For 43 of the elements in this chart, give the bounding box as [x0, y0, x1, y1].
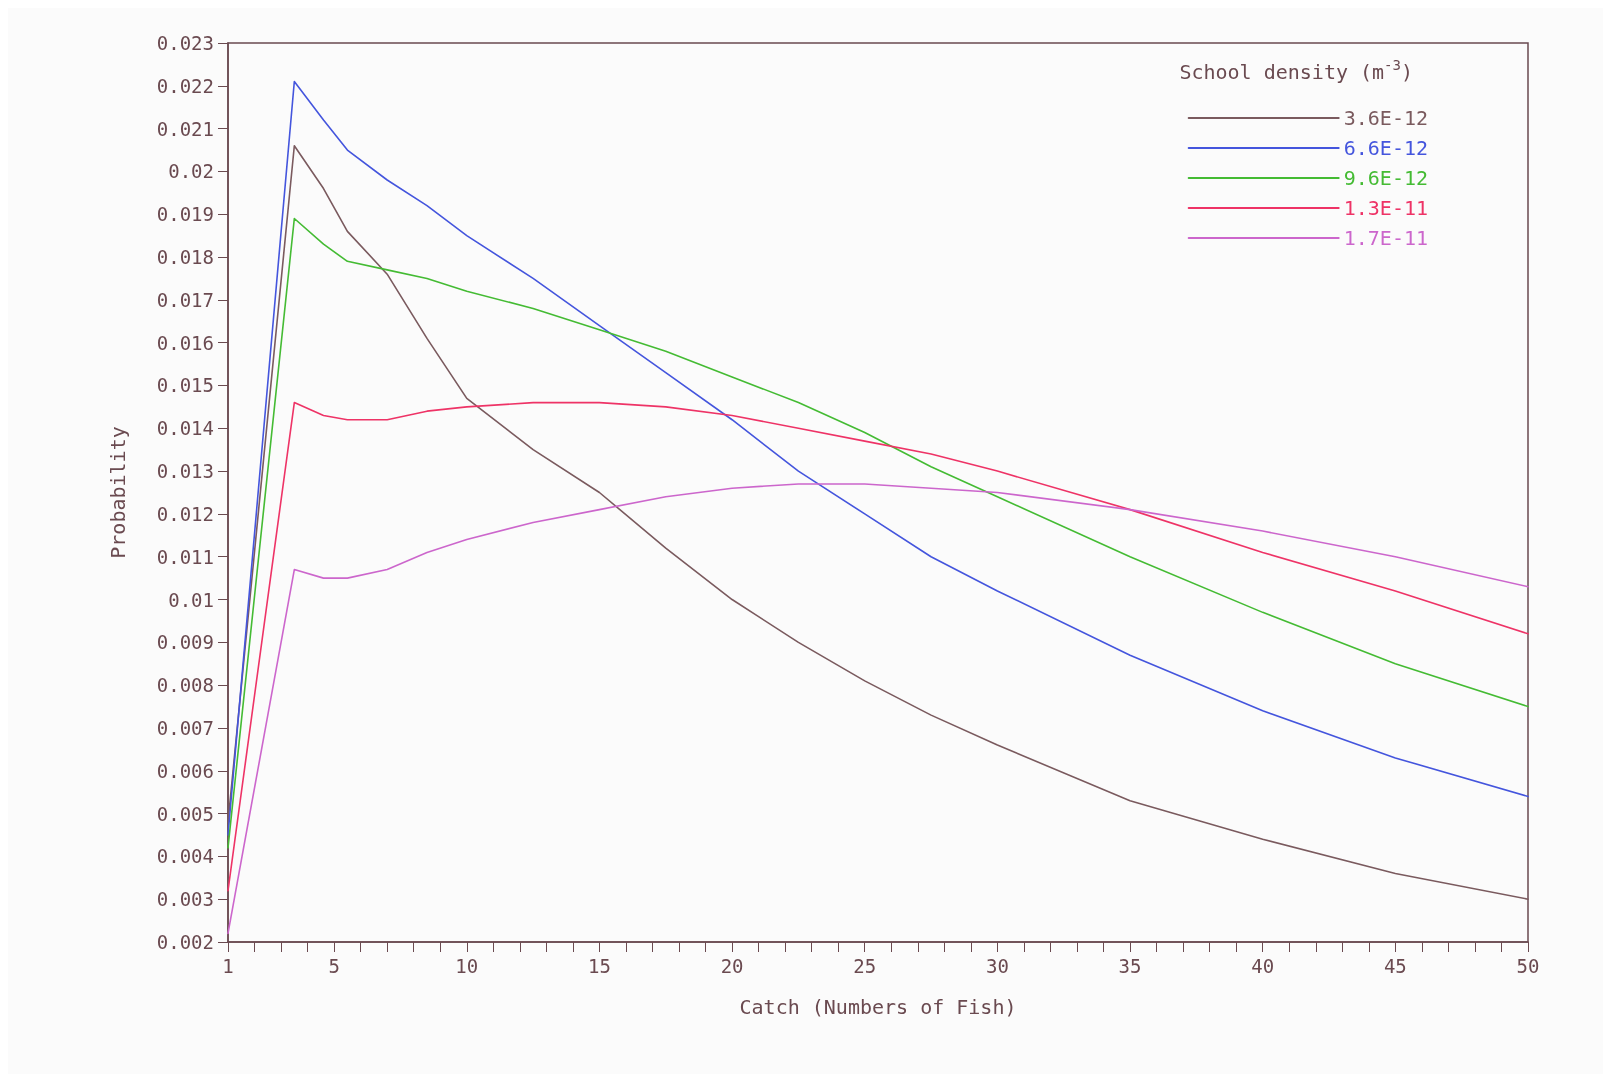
y-tick-label: 0.019	[156, 203, 214, 226]
x-tick-label: 40	[1251, 954, 1275, 977]
line-series	[227, 217, 1529, 849]
line-series	[227, 401, 1529, 892]
y-tick-label: 0.003	[156, 888, 214, 911]
y-tick-label: 0.02	[168, 160, 214, 183]
y-tick-label: 0.018	[156, 246, 214, 269]
y-tick-label: 0.007	[156, 716, 214, 739]
y-tick-label: 0.021	[156, 117, 214, 140]
y-tick-label: 0.023	[156, 32, 214, 54]
x-tick-label: 35	[1118, 954, 1142, 977]
text: 1.7E-11	[1343, 226, 1429, 250]
x-tick-label: 5	[328, 954, 340, 977]
text: 3.6E-12	[1343, 106, 1429, 130]
text: 6.6E-12	[1343, 136, 1429, 160]
y-tick-label: 0.012	[156, 502, 214, 525]
y-tick-label: 0.016	[156, 331, 214, 354]
x-tick-label: 10	[455, 954, 479, 977]
y-tick-label: 0.011	[156, 545, 214, 568]
x-tick-label: 25	[853, 954, 877, 977]
y-tick-label: 0.008	[156, 674, 214, 697]
x-tick-label: 45	[1383, 954, 1407, 977]
y-tick-label: 0.004	[156, 845, 214, 868]
text: 1.3E-11	[1343, 196, 1429, 220]
y-tick-label: 0.013	[156, 460, 214, 483]
y-axis-title: Probability	[106, 426, 130, 559]
y-tick-label: 0.014	[156, 417, 214, 440]
y-tick-label: 0.006	[156, 759, 214, 782]
y-tick-label: 0.015	[156, 374, 214, 397]
x-tick-label: 50	[1516, 954, 1540, 977]
y-tick-label: 0.022	[156, 74, 214, 97]
y-tick-label: 0.01	[168, 588, 214, 611]
y-tick-label: 0.002	[156, 931, 214, 953]
line-series	[227, 483, 1529, 935]
x-axis-title: Catch (Numbers of Fish)	[739, 995, 1017, 1019]
y-tick-label: 0.005	[156, 802, 214, 825]
y-tick-label: 0.017	[156, 288, 214, 311]
x-tick-label: 20	[720, 954, 744, 977]
text: 9.6E-12	[1343, 166, 1429, 190]
x-tick-label: 1	[222, 954, 234, 977]
y-tick-label: 0.009	[156, 631, 214, 654]
x-tick-label: 30	[985, 954, 1009, 977]
x-tick-label: 15	[587, 954, 611, 977]
